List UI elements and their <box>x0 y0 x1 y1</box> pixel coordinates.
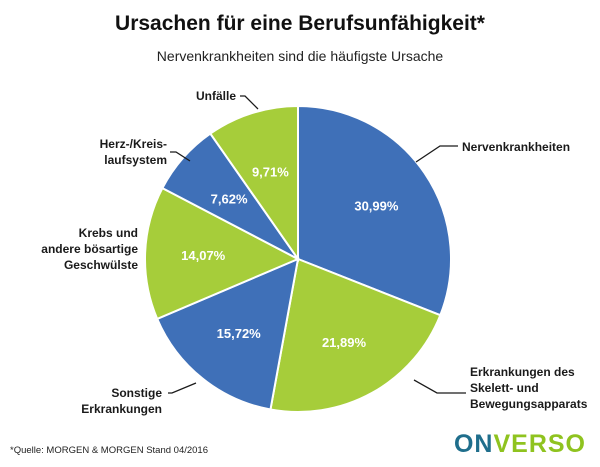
label-sonstige: Sonstige Erkrankungen <box>81 386 162 416</box>
leader-unfaelle <box>240 95 259 110</box>
pct-label-unfaelle: 9,71% <box>252 164 289 179</box>
pie-slice-skelett <box>269 257 442 413</box>
chart-title: Ursachen für eine Berufsunfähigkeit* <box>115 12 485 35</box>
logo-on: ON <box>453 430 494 458</box>
pct-label-skelett: 21,89% <box>322 335 367 350</box>
pct-label-herz: 7,62% <box>211 191 248 206</box>
pct-label-nervenkrankheiten: 30,99% <box>354 199 399 214</box>
logo-verso: VERSO <box>493 430 586 458</box>
chart-subtitle: Nervenkrankheiten sind die häufigste Urs… <box>156 48 444 64</box>
leader-nervenkrankheiten <box>415 145 458 163</box>
label-nervenkrankheiten: Nervenkrankheiten <box>462 140 571 154</box>
pct-label-sonstige: 15,72% <box>217 326 262 341</box>
label-herz: Herz-/Kreis- laufsystem <box>99 137 167 167</box>
label-skelett: Erkrankungen des Skelett- und Bewegungsa… <box>470 365 588 411</box>
pie-slice-unfaelle <box>208 104 299 263</box>
source-note: *Quelle: MORGEN & MORGEN Stand 04/2016 <box>10 445 208 456</box>
onverso-logo: ONVERSO <box>454 430 586 459</box>
leader-herz <box>170 151 191 162</box>
label-unfaelle: Unfälle <box>195 89 236 103</box>
leader-skelett <box>413 379 466 394</box>
pie-slice-nervenkrankheiten <box>297 104 452 317</box>
pie-slice-sonstige <box>155 257 300 411</box>
pct-label-krebs: 14,07% <box>181 248 226 263</box>
label-krebs: Krebs und andere bösartige Geschwülste <box>41 226 138 272</box>
leader-sonstige <box>168 382 197 394</box>
pie-slice-krebs <box>144 186 301 321</box>
